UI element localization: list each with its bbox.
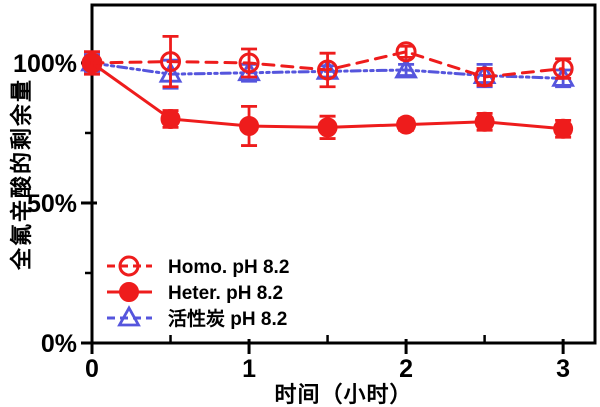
x-tick-label: 3 (556, 355, 570, 383)
marker-open-circle (552, 58, 574, 80)
legend-label: Heter. pH 8.2 (168, 283, 283, 304)
legend-label: 活性炭 pH 8.2 (168, 307, 287, 330)
y-tick-label: 50% (27, 190, 77, 218)
series-line (90, 50, 565, 79)
marker-open-triangle (394, 57, 418, 79)
legend: Homo. pH 8.2 Heter. pH 8.2 活性炭 pH 8.2 (107, 255, 289, 330)
marker-open-circle (395, 41, 417, 63)
series-homo-ph-8-2 (81, 34, 574, 89)
y-tick-label: 100% (13, 50, 77, 78)
marker-filled-circle (119, 282, 139, 302)
series-line (90, 61, 565, 131)
marker-open-triangle (117, 305, 141, 327)
y-tick-label: 0% (41, 330, 77, 358)
legend-item: Heter. pH 8.2 (107, 282, 283, 304)
x-tick-label: 1 (242, 355, 256, 383)
marker-open-circle (118, 255, 140, 277)
legend-item: Homo. pH 8.2 (107, 255, 289, 278)
x-axis-title: 时间（小时） (274, 382, 413, 407)
legend-item: 活性炭 pH 8.2 (107, 305, 287, 330)
x-tick-label: 2 (399, 355, 413, 383)
plot-border (90, 3, 597, 345)
marker-open-circle (238, 52, 260, 74)
series-heter-ph-8-2 (82, 50, 574, 147)
x-tick-label: 0 (85, 355, 99, 383)
y-axis-title: 全氟辛酸的剩余量 (9, 78, 34, 271)
legend-label: Homo. pH 8.2 (168, 257, 289, 278)
